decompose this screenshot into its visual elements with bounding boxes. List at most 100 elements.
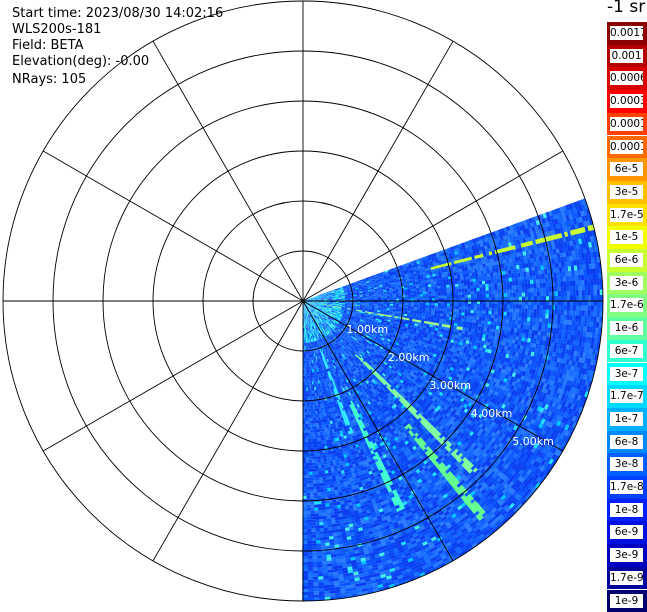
data-gate	[534, 296, 537, 301]
data-gate	[528, 297, 531, 302]
data-gate	[561, 305, 564, 311]
data-gate	[420, 296, 423, 299]
data-gate	[594, 290, 597, 296]
data-gate	[578, 280, 582, 286]
data-gate	[524, 284, 527, 289]
data-gate	[522, 293, 525, 298]
data-gate	[423, 296, 426, 299]
data-gate	[585, 311, 588, 317]
data-gate	[336, 300, 339, 301]
data-gate	[593, 279, 596, 285]
data-gate	[515, 285, 518, 290]
data-gate	[459, 292, 462, 295]
data-gate	[471, 304, 474, 308]
data-gate	[591, 306, 594, 312]
data-gate	[522, 297, 525, 302]
data-gate	[423, 294, 426, 297]
data-gate	[519, 289, 522, 294]
data-gate	[584, 280, 587, 286]
data-gate	[405, 297, 408, 299]
data-gate	[549, 305, 552, 310]
data-gate	[531, 305, 534, 310]
data-gate	[576, 296, 579, 302]
data-gate	[495, 294, 498, 298]
data-gate	[513, 297, 516, 301]
data-gate	[573, 296, 576, 302]
data-gate	[543, 296, 546, 301]
beta-data-layer	[302, 198, 603, 601]
data-gate	[582, 285, 585, 291]
data-gate	[575, 275, 579, 281]
data-gate	[540, 292, 543, 297]
data-gate	[555, 310, 558, 315]
data-gate	[525, 292, 528, 297]
data-gate	[537, 296, 540, 301]
data-gate	[594, 311, 597, 317]
data-gate	[506, 312, 509, 317]
data-gate	[555, 291, 558, 296]
data-gate	[492, 287, 495, 291]
data-gate	[384, 295, 387, 297]
data-gate	[534, 288, 537, 293]
data-gate	[480, 304, 483, 308]
data-gate	[521, 284, 524, 289]
data-gate	[528, 309, 531, 314]
data-gate	[432, 296, 435, 299]
data-gate	[558, 296, 561, 301]
data-gate	[587, 316, 591, 322]
data-gate	[525, 288, 528, 293]
data-gate	[465, 292, 468, 296]
data-gate	[573, 310, 576, 316]
data-gate	[513, 289, 516, 294]
data-gate	[561, 296, 564, 301]
data-gate	[546, 305, 549, 310]
data-gate	[591, 290, 594, 296]
data-gate	[509, 312, 512, 317]
data-gate	[548, 282, 551, 287]
data-gate	[396, 297, 399, 299]
data-gate	[570, 296, 573, 302]
data-gate	[510, 308, 513, 313]
data-gate	[513, 308, 516, 313]
data-gate	[447, 290, 450, 293]
data-gate	[387, 298, 390, 300]
data-gate	[495, 304, 498, 308]
data-gate	[402, 303, 405, 305]
data-gate	[426, 296, 429, 299]
data-gate	[555, 287, 558, 292]
data-gate	[528, 288, 531, 293]
data-gate	[545, 314, 548, 319]
data-gate	[477, 294, 480, 298]
data-gate	[585, 285, 588, 291]
data-gate	[462, 295, 465, 298]
data-gate	[471, 291, 474, 295]
data-gate	[429, 294, 432, 297]
data-gate	[549, 287, 552, 292]
data-gate	[567, 291, 570, 297]
data-gate	[387, 296, 390, 298]
data-gate	[528, 292, 531, 297]
data-gate	[573, 286, 576, 292]
data-gate	[420, 294, 423, 297]
data-gate	[417, 297, 420, 300]
data-gate	[516, 305, 519, 310]
data-gate	[503, 282, 506, 287]
data-gate	[465, 304, 468, 308]
data-gate	[477, 304, 480, 308]
data-gate	[522, 305, 525, 310]
data-gate	[561, 291, 564, 297]
data-gate	[465, 295, 468, 299]
data-gate	[549, 310, 552, 315]
data-gate	[423, 303, 426, 306]
data-gate	[591, 285, 594, 291]
data-gate	[546, 296, 549, 301]
data-gate	[531, 296, 534, 301]
data-gate	[545, 283, 548, 288]
data-gate	[519, 297, 522, 302]
data-gate	[534, 292, 537, 297]
data-gate	[567, 286, 570, 292]
data-gate	[516, 289, 519, 294]
data-gate	[474, 304, 477, 308]
data-gate	[594, 306, 597, 312]
